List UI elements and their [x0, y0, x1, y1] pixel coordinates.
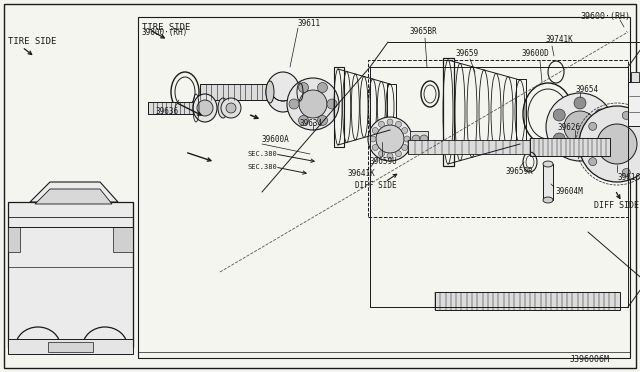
Circle shape	[387, 119, 393, 125]
Bar	[113, 227, 133, 252]
Bar	[408, 140, 530, 154]
Bar	[435, 292, 620, 310]
Text: 39634: 39634	[300, 119, 323, 128]
Circle shape	[387, 153, 393, 159]
Circle shape	[402, 144, 408, 151]
Text: 39741K: 39741K	[546, 35, 573, 45]
Circle shape	[589, 158, 596, 166]
Circle shape	[289, 99, 299, 109]
Circle shape	[574, 97, 586, 109]
Circle shape	[368, 117, 412, 161]
Text: SEC.380: SEC.380	[248, 151, 278, 157]
Circle shape	[376, 125, 404, 153]
Bar	[443, 58, 454, 166]
Bar	[148, 102, 193, 114]
Bar	[48, 342, 93, 352]
Bar	[8, 227, 20, 252]
Circle shape	[597, 124, 637, 164]
Circle shape	[298, 115, 308, 125]
Bar	[8, 339, 133, 354]
Circle shape	[298, 83, 308, 93]
Bar	[516, 79, 526, 145]
Circle shape	[287, 78, 339, 130]
Bar	[387, 84, 396, 130]
Ellipse shape	[218, 98, 228, 118]
Circle shape	[370, 136, 376, 142]
Circle shape	[221, 98, 241, 118]
Text: 39654: 39654	[576, 84, 599, 93]
Circle shape	[579, 106, 640, 182]
Ellipse shape	[193, 94, 217, 122]
Circle shape	[420, 135, 428, 143]
Circle shape	[372, 144, 378, 151]
Polygon shape	[30, 182, 118, 202]
Text: 39626: 39626	[558, 122, 581, 131]
Circle shape	[553, 133, 565, 145]
Polygon shape	[35, 189, 112, 204]
Circle shape	[327, 99, 337, 109]
Circle shape	[412, 135, 420, 143]
Text: DIFF SIDE: DIFF SIDE	[355, 182, 397, 190]
Bar	[410, 131, 428, 147]
Text: 39616: 39616	[618, 173, 640, 182]
Text: J396006M: J396006M	[570, 356, 610, 365]
Ellipse shape	[266, 81, 274, 103]
Circle shape	[589, 122, 596, 130]
Bar	[334, 67, 344, 147]
Bar	[543, 164, 553, 200]
Circle shape	[553, 109, 565, 121]
Bar	[628, 82, 640, 126]
Ellipse shape	[543, 161, 553, 167]
Text: 39600A: 39600A	[262, 135, 290, 144]
Circle shape	[595, 109, 607, 121]
Bar	[200, 84, 268, 100]
Circle shape	[564, 111, 596, 143]
Circle shape	[378, 121, 385, 127]
Circle shape	[226, 103, 236, 113]
Bar	[368, 60, 628, 217]
Circle shape	[595, 133, 607, 145]
Text: TIRE SIDE: TIRE SIDE	[8, 38, 56, 46]
Circle shape	[378, 151, 385, 157]
Ellipse shape	[266, 72, 300, 112]
Circle shape	[396, 151, 401, 157]
Circle shape	[396, 121, 401, 127]
Text: 39636: 39636	[155, 108, 178, 116]
Bar	[138, 17, 630, 358]
Circle shape	[197, 100, 213, 116]
Circle shape	[317, 83, 328, 93]
Text: 39659U: 39659U	[370, 157, 397, 167]
Text: 39659R: 39659R	[506, 167, 534, 176]
Circle shape	[622, 169, 630, 177]
Text: 39604M: 39604M	[555, 187, 583, 196]
Text: 3965BR: 3965BR	[410, 28, 438, 36]
Text: DIFF SIDE: DIFF SIDE	[594, 202, 639, 211]
Bar	[8, 202, 133, 347]
Text: 39659: 39659	[456, 49, 479, 58]
Circle shape	[546, 93, 614, 161]
Bar	[631, 72, 639, 82]
Text: 39641K: 39641K	[348, 170, 376, 179]
Text: 39600·(RH): 39600·(RH)	[580, 13, 630, 22]
Circle shape	[299, 90, 327, 118]
Text: TIRE SIDE: TIRE SIDE	[142, 22, 190, 32]
Circle shape	[402, 128, 408, 134]
Text: 39600D: 39600D	[522, 49, 550, 58]
Text: SEC.380: SEC.380	[248, 164, 278, 170]
Text: 39600·(RH): 39600·(RH)	[142, 28, 188, 36]
Circle shape	[372, 128, 378, 134]
Circle shape	[404, 136, 410, 142]
Bar	[530, 138, 610, 156]
Circle shape	[574, 145, 586, 157]
Text: 39611: 39611	[298, 19, 321, 29]
Circle shape	[317, 115, 328, 125]
Ellipse shape	[543, 197, 553, 203]
Circle shape	[622, 112, 630, 119]
